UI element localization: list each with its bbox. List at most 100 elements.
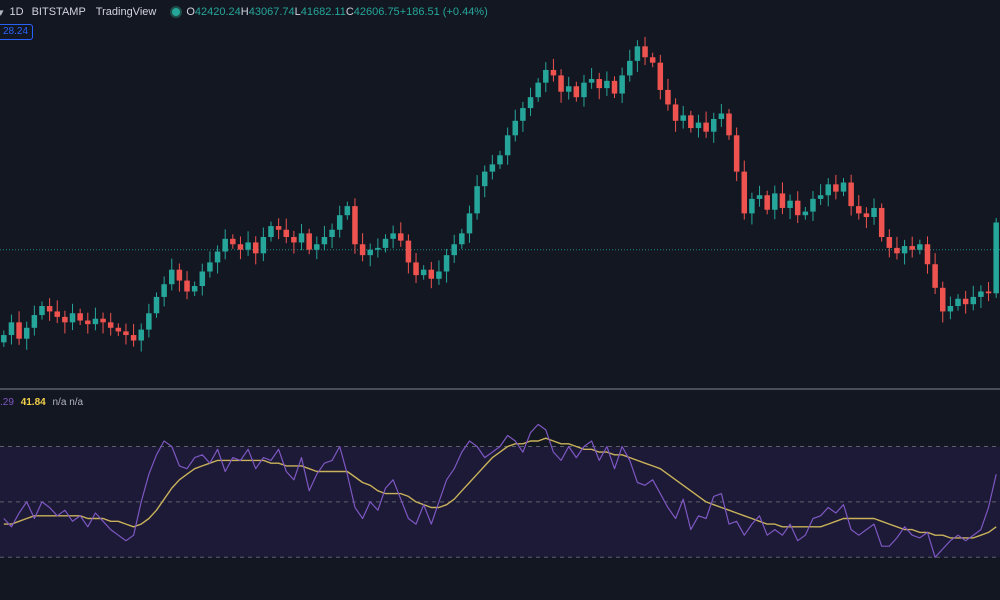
candle-body xyxy=(62,316,68,323)
candle-body xyxy=(352,206,358,245)
candle-body xyxy=(871,207,877,218)
candle-body xyxy=(817,195,824,199)
low-value: 41682.11 xyxy=(300,6,346,18)
candle-body xyxy=(268,226,274,237)
rsi-ma-value: 41.84 xyxy=(20,397,46,408)
candle-body xyxy=(772,193,778,210)
candle-body xyxy=(123,331,129,336)
candle-body xyxy=(733,135,740,172)
candle-body xyxy=(840,182,847,192)
candle-body xyxy=(962,298,969,305)
candle-body xyxy=(856,206,862,214)
candle-body xyxy=(611,80,618,94)
candle-body xyxy=(252,242,259,254)
candle-body xyxy=(688,115,694,129)
candle-body xyxy=(703,122,709,132)
candle-body xyxy=(649,57,656,63)
candle-body xyxy=(39,306,45,316)
candle-body xyxy=(543,69,549,83)
candle-body xyxy=(54,311,60,317)
candle-body xyxy=(932,264,938,288)
close-value: 42606.75 xyxy=(353,6,400,18)
candle-body xyxy=(314,244,320,250)
change-value: +186.51 (+0.44%) xyxy=(399,6,488,18)
candle-body xyxy=(306,233,312,250)
candle-body xyxy=(413,262,419,276)
candle-body xyxy=(115,327,122,332)
candle-body xyxy=(161,284,167,297)
candle-body xyxy=(176,269,183,281)
candle-body xyxy=(16,322,22,339)
rsi-line xyxy=(3,423,997,558)
interval-label: 1D xyxy=(9,6,24,18)
candle-body xyxy=(260,237,267,254)
candle-body xyxy=(550,69,557,76)
candle-body xyxy=(596,79,602,89)
candle-body xyxy=(825,184,831,196)
candle-body xyxy=(672,104,679,121)
candle-body xyxy=(695,122,702,129)
candle-body xyxy=(665,89,671,105)
candle-body xyxy=(459,233,465,245)
exchange-label: BITSTAMP xyxy=(31,6,86,18)
candle-body xyxy=(886,237,893,248)
high-value: 43067.74 xyxy=(248,6,295,18)
candle-body xyxy=(924,244,931,265)
candle-body xyxy=(810,198,816,212)
candle-body xyxy=(367,249,373,256)
candle-body xyxy=(535,82,541,98)
candle-body xyxy=(283,229,290,237)
candle-body xyxy=(573,86,580,98)
rsi-value: .29 xyxy=(0,397,14,408)
candle-body xyxy=(749,198,755,214)
candle-body xyxy=(940,287,946,312)
candle-body xyxy=(390,233,396,239)
candle-body xyxy=(726,113,732,136)
source-label: TradingView xyxy=(95,6,157,18)
candle-body xyxy=(985,291,992,294)
candle-body xyxy=(474,186,480,214)
candle-body xyxy=(321,237,328,245)
candle-body xyxy=(336,215,343,230)
candle-body xyxy=(634,46,641,61)
candle-body xyxy=(787,200,793,208)
candle-body xyxy=(627,60,633,76)
candle-body xyxy=(420,269,427,276)
candle-body xyxy=(848,182,854,207)
candle-body xyxy=(443,255,450,272)
candle-body xyxy=(466,213,473,234)
candle-body xyxy=(497,155,503,165)
candle-body xyxy=(382,238,389,248)
candle-body xyxy=(207,262,213,272)
collapse-arrow-icon[interactable]: ▾ xyxy=(0,6,4,19)
market-status-icon[interactable] xyxy=(170,6,183,18)
candle-body xyxy=(710,118,717,132)
close-key: C xyxy=(345,6,354,18)
candle-body xyxy=(604,80,610,89)
open-value: 42420.24 xyxy=(194,6,241,18)
candle-body xyxy=(436,271,442,279)
candle-body xyxy=(405,240,412,263)
candle-body xyxy=(718,113,725,119)
candle-body xyxy=(199,271,206,287)
low-key: L xyxy=(294,6,301,18)
candle-body xyxy=(512,120,519,136)
candle-body xyxy=(169,269,175,285)
candle-body xyxy=(329,229,335,237)
candle-body xyxy=(146,313,152,330)
candle-body xyxy=(894,247,900,254)
candle-body xyxy=(878,207,885,237)
candle-body xyxy=(92,318,99,325)
candle-body xyxy=(230,238,236,245)
candle-body xyxy=(237,244,244,250)
candle-body xyxy=(794,200,801,216)
candle-body xyxy=(130,335,137,341)
candle-body xyxy=(107,322,114,328)
candle-body xyxy=(863,213,870,218)
rsi-na-1: n/a xyxy=(52,397,67,408)
rsi-ma-line xyxy=(3,437,997,539)
candle-body xyxy=(222,238,228,252)
candle-body xyxy=(359,244,366,256)
